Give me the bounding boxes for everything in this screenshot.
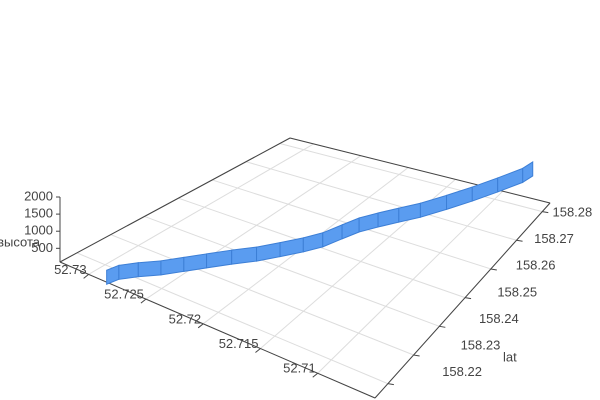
- x-tick: [312, 372, 319, 378]
- ribbon-segment: [497, 167, 524, 193]
- y-tick-label: 158.22: [442, 364, 482, 379]
- grid-line: [178, 197, 466, 299]
- grid-line: [245, 161, 517, 241]
- ribbon-segment: [118, 262, 139, 280]
- y-tick-label: 158.28: [552, 204, 592, 219]
- y-tick-label: 158.23: [461, 338, 501, 353]
- y-tick-label: 158.26: [516, 258, 556, 273]
- x-tick-label: 52.73: [54, 262, 87, 277]
- ribbon-segment: [137, 260, 162, 278]
- y-tick: [413, 354, 420, 357]
- x-tick-label: 52.72: [169, 311, 202, 326]
- grid-line: [279, 142, 543, 213]
- x-tick-label: 52.715: [219, 336, 259, 351]
- z-tick-label: 1500: [24, 206, 53, 221]
- ribbon-segment: [522, 160, 534, 184]
- x-tick: [197, 323, 204, 329]
- z-axis-title: высота: [0, 234, 41, 249]
- axis-line: [374, 202, 551, 399]
- y-tick-label: 158.27: [534, 231, 574, 246]
- y-tick: [439, 325, 446, 328]
- ribbon-segment: [160, 256, 185, 276]
- axis-line: [289, 137, 551, 204]
- z-tick-label: 1000: [24, 223, 53, 238]
- y-tick: [516, 239, 523, 242]
- y-tick: [387, 383, 394, 386]
- ribbon-segment: [183, 253, 208, 272]
- z-tick-label: 2000: [24, 188, 53, 203]
- grid-line: [144, 215, 440, 327]
- y-tick: [542, 211, 549, 214]
- axis-line: [59, 137, 291, 263]
- y-tick: [464, 297, 472, 300]
- y-tick-label: 158.25: [497, 284, 537, 299]
- y-axis-title: lat: [503, 349, 517, 364]
- y-tick: [490, 268, 497, 271]
- x-tick-label: 52.725: [104, 287, 144, 302]
- x-tick-label: 52.71: [283, 361, 316, 376]
- grid-line: [88, 143, 314, 275]
- x-tick: [140, 298, 147, 304]
- x-tick: [83, 273, 89, 279]
- z-tick-label: 500: [31, 240, 53, 255]
- ribbon-segment: [231, 246, 258, 265]
- x-tick: [255, 348, 261, 353]
- grid-line: [110, 234, 414, 356]
- y-tick-label: 158.24: [479, 311, 519, 326]
- grid-line: [317, 190, 504, 374]
- grid-line: [145, 155, 362, 300]
- axis-line: [59, 261, 376, 399]
